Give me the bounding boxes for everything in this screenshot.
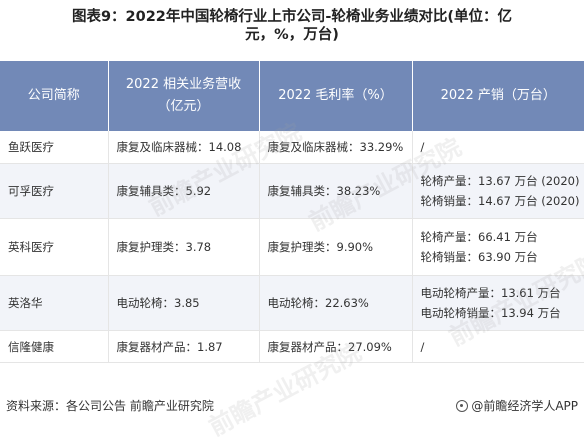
header-company: 公司简称 [0, 61, 108, 131]
cell-margin: 康复护理类：9.90% [259, 219, 412, 276]
cell-margin: 康复辅具类：38.23% [259, 164, 412, 219]
cell-revenue: 康复及临床器械：14.08 [108, 131, 259, 164]
table-header-row: 公司简称 2022 相关业务营收 （亿元） 2022 毛利率（%） 2022 产… [0, 61, 584, 131]
cell-output: 轮椅产量：13.67 万台 (2020) 轮椅销量：14.67 万台 (2020… [412, 164, 584, 219]
header-margin: 2022 毛利率（%） [259, 61, 412, 131]
header-revenue: 2022 相关业务营收 （亿元） [108, 61, 259, 131]
header-revenue-line2: （亿元） [109, 96, 259, 118]
table-row: 鱼跃医疗 康复及临床器械：14.08 康复及临床器械：33.29% / [0, 131, 584, 164]
table-row: 信隆健康 康复器材产品：1.87 康复器材产品：27.09% / [0, 331, 584, 363]
cell-margin: 康复及临床器械：33.29% [259, 131, 412, 164]
cell-company: 信隆健康 [0, 331, 108, 363]
cell-output: 电动轮椅产量：13.61 万台 电动轮椅销量：13.94 万台 [412, 276, 584, 331]
cell-output-line: / [421, 137, 584, 157]
cell-company: 英洛华 [0, 276, 108, 331]
cell-margin: 康复器材产品：27.09% [259, 331, 412, 363]
cell-company: 鱼跃医疗 [0, 131, 108, 164]
cell-revenue: 电动轮椅：3.85 [108, 276, 259, 331]
brand-credit: @前瞻经济学人APP [456, 397, 578, 414]
cell-output-line: 电动轮椅产量：13.61 万台 [421, 283, 584, 303]
cell-output-line: 轮椅产量：66.41 万台 [421, 227, 584, 247]
header-output: 2022 产销（万台） [412, 61, 584, 131]
header-revenue-line1: 2022 相关业务营收 [109, 74, 259, 96]
cell-company: 英科医疗 [0, 219, 108, 276]
comparison-table: 公司简称 2022 相关业务营收 （亿元） 2022 毛利率（%） 2022 产… [0, 61, 584, 363]
cell-output-line: 轮椅销量：63.90 万台 [421, 247, 584, 267]
cell-revenue: 康复器材产品：1.87 [108, 331, 259, 363]
cell-revenue: 康复护理类：3.78 [108, 219, 259, 276]
title-line-2: 元，%，万台) [0, 26, 584, 44]
cell-output: 轮椅产量：66.41 万台 轮椅销量：63.90 万台 [412, 219, 584, 276]
cell-output-line: 轮椅销量：14.67 万台 (2020) [421, 191, 584, 211]
cell-output: / [412, 331, 584, 363]
cell-company: 可孚医疗 [0, 164, 108, 219]
cell-margin: 电动轮椅：22.63% [259, 276, 412, 331]
cell-output: / [412, 131, 584, 164]
source-note: 资料来源：各公司公告 前瞻产业研究院 [6, 397, 214, 414]
chart-title: 图表9：2022年中国轮椅行业上市公司-轮椅业务业绩对比(单位：亿 元，%，万台… [0, 8, 584, 44]
table-row: 英洛华 电动轮椅：3.85 电动轮椅：22.63% 电动轮椅产量：13.61 万… [0, 276, 584, 331]
cell-output-line: 电动轮椅销量：13.94 万台 [421, 303, 584, 323]
brand-logo-icon [456, 400, 468, 412]
title-line-1: 图表9：2022年中国轮椅行业上市公司-轮椅业务业绩对比(单位：亿 [0, 8, 584, 26]
table-row: 英科医疗 康复护理类：3.78 康复护理类：9.90% 轮椅产量：66.41 万… [0, 219, 584, 276]
table-row: 可孚医疗 康复辅具类：5.92 康复辅具类：38.23% 轮椅产量：13.67 … [0, 164, 584, 219]
cell-output-line: 轮椅产量：13.67 万台 (2020) [421, 171, 584, 191]
brand-label: @前瞻经济学人APP [471, 399, 578, 413]
cell-revenue: 康复辅具类：5.92 [108, 164, 259, 219]
cell-output-line: / [421, 337, 584, 357]
